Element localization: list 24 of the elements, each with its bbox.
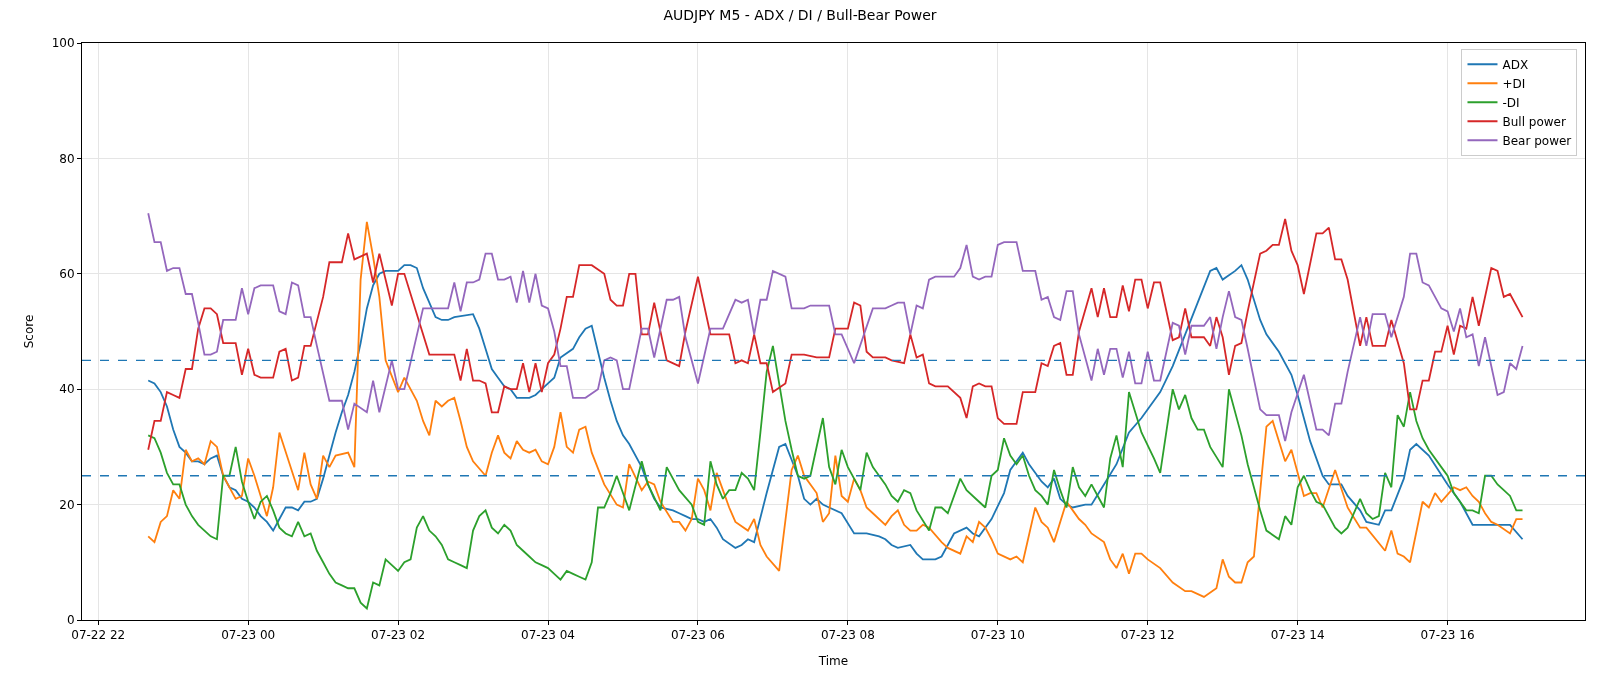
x-tick-label: 07-23 06	[670, 628, 725, 643]
legend-label: Bear power	[1502, 133, 1572, 148]
x-tick-label: 07-23 16	[1420, 628, 1475, 643]
legend-label: ADX	[1502, 57, 1529, 72]
x-tick-label: 07-23 02	[371, 628, 426, 643]
x-tick-label: 07-23 14	[1270, 628, 1325, 643]
x-axis-title: Time	[817, 654, 849, 669]
y-tick-label: 60	[59, 267, 75, 281]
y-tick-label: 80	[59, 151, 75, 166]
legend-label: -DI	[1502, 95, 1520, 110]
x-tick-label: 07-23 04	[521, 628, 575, 643]
legend-label: Bull power	[1502, 114, 1566, 129]
y-tick-label: 100	[51, 36, 75, 51]
x-tick-label: 07-23 12	[1120, 628, 1175, 643]
x-tick-label: 07-23 08	[820, 628, 875, 643]
y-tick-label: 0	[66, 613, 75, 628]
x-tick-label: 07-23 00	[221, 628, 276, 643]
x-tick-label: 07-22 22	[71, 628, 126, 643]
y-tick-label: 40	[59, 382, 75, 397]
x-tick-label: 07-23 10	[970, 628, 1025, 643]
y-axis-title: Score	[21, 314, 36, 349]
y-tick-label: 20	[59, 497, 75, 512]
legend-label: +DI	[1502, 76, 1526, 91]
chart-title: AUDJPY M5 - ADX / DI / Bull-Bear Power	[663, 7, 937, 24]
